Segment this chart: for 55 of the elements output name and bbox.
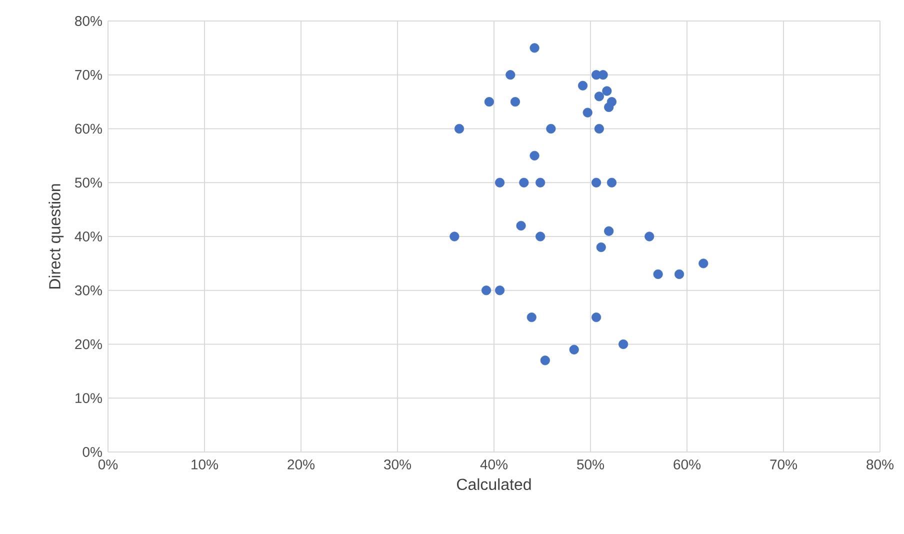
point (516, 220, 526, 231)
y-tick-label: 40% (74, 232, 102, 242)
x-tick-label: 70% (770, 460, 798, 470)
y-tick-label: 80% (75, 16, 102, 26)
point (606, 178, 617, 188)
point (510, 97, 520, 107)
x-tick-label: 50% (577, 460, 604, 470)
x-tick-label: 80% (866, 460, 894, 470)
point (536, 178, 546, 188)
point (618, 339, 628, 350)
point (450, 232, 460, 242)
x-tick-label: 10% (192, 460, 218, 470)
point (698, 258, 708, 268)
x-tick-label: 20% (288, 460, 315, 470)
x-tick-label: 60% (674, 460, 701, 470)
point (604, 102, 614, 112)
point (519, 178, 529, 188)
y-tick-label: 20% (75, 339, 102, 350)
point (578, 80, 588, 90)
point (540, 356, 550, 366)
y-axis-title: Direct question (48, 184, 64, 289)
y-tick-label: 60% (75, 124, 102, 134)
x-tick-label: 30% (384, 460, 412, 470)
point (591, 178, 602, 188)
point (530, 43, 540, 53)
y-tick-label: 30% (74, 285, 102, 296)
point (569, 344, 579, 354)
point (481, 286, 492, 296)
point (506, 70, 516, 80)
y-tick-label: 50% (75, 178, 102, 188)
y-tick-label: 10% (76, 393, 102, 404)
x-axis-title: Calculated (457, 478, 531, 490)
point (644, 232, 654, 242)
x-tick-label: 40% (480, 460, 508, 470)
point (653, 269, 663, 279)
point (454, 124, 464, 134)
point (536, 232, 546, 242)
point (591, 312, 602, 322)
point (530, 150, 540, 160)
x-tick-label: 0% (98, 460, 118, 470)
y-tick-label: 70% (75, 70, 102, 80)
point (594, 92, 604, 102)
point (546, 124, 556, 134)
point (526, 312, 536, 322)
point (494, 286, 505, 296)
point (674, 269, 684, 279)
point (598, 70, 608, 80)
point (596, 242, 606, 252)
y-tick-label: 0% (82, 447, 102, 457)
point (602, 86, 612, 96)
point (582, 108, 592, 118)
point (484, 97, 494, 107)
point (494, 178, 505, 188)
point (604, 226, 614, 236)
point (594, 124, 604, 134)
